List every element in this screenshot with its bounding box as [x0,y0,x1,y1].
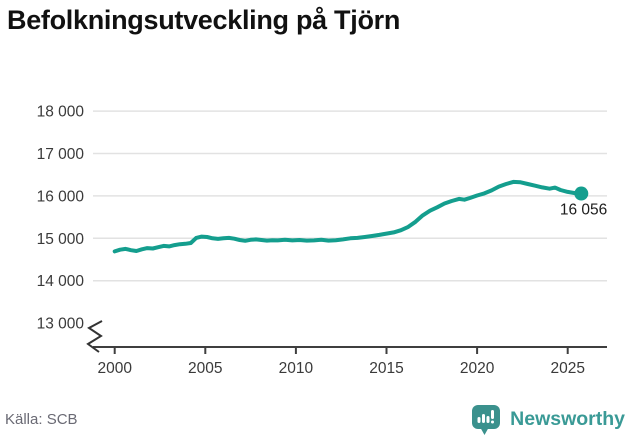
svg-text:13 000: 13 000 [37,316,85,333]
svg-text:14 000: 14 000 [37,273,85,290]
svg-text:2000: 2000 [97,360,132,377]
svg-text:2025: 2025 [550,360,584,377]
newsworthy-wordmark: Newsworthy [510,408,625,430]
svg-text:2015: 2015 [369,360,403,377]
chart-footer: Källa: SCB Newsworthy [5,403,625,436]
newsworthy-icon [472,404,501,435]
svg-text:15 000: 15 000 [37,231,85,248]
svg-text:2010: 2010 [279,360,314,377]
svg-text:2005: 2005 [188,360,222,377]
svg-text:2020: 2020 [460,360,495,377]
svg-text:17 000: 17 000 [37,146,85,163]
svg-text:18 000: 18 000 [37,104,85,121]
source-label: Källa: SCB [5,411,78,428]
svg-text:16 056: 16 056 [560,202,607,219]
newsworthy-logo: Newsworthy [471,404,625,436]
chart-title: Befolkningsutveckling på Tjörn [7,5,401,35]
svg-text:16 000: 16 000 [37,188,85,205]
